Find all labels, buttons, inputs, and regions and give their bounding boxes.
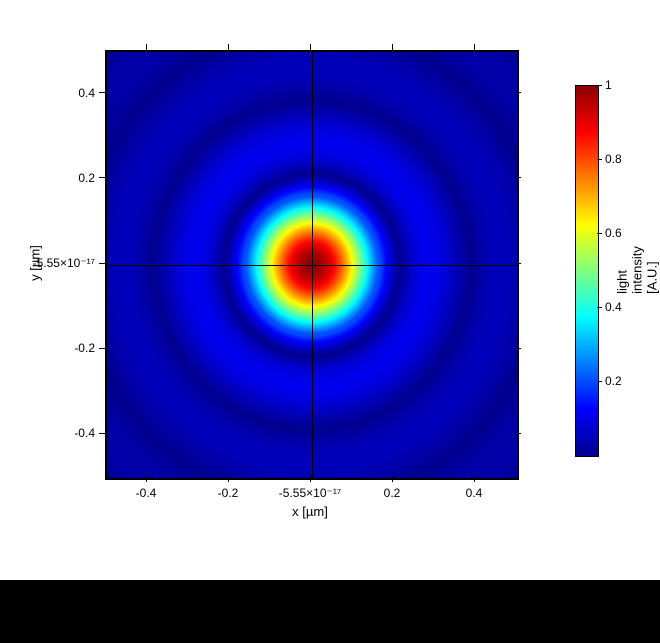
figure-root: { "figure": { "width_px": 660, "height_p… [0,0,660,643]
colorbar-tick [597,233,602,234]
x-tick-label: -5.55×10⁻¹⁷ [279,486,341,500]
colorbar-tick-label: 1 [605,78,612,92]
colorbar-tick-label: 0.4 [605,300,622,314]
y-tick [99,177,105,178]
heatmap-plot-frame [105,50,519,480]
x-tick-label: -0.4 [136,486,157,500]
colorbar-tick [597,381,602,382]
x-tick-top [146,44,147,50]
colorbar-canvas [576,86,598,456]
colorbar-tick-label: 0.2 [605,374,622,388]
colorbar-tick [597,85,602,86]
colorbar-tick [597,307,602,308]
x-tick-top [310,44,311,50]
x-tick-label: 0.2 [384,486,401,500]
colorbar-tick-label: 0.6 [605,226,622,240]
y-tick-right [515,433,521,434]
x-tick [310,476,311,482]
x-tick [228,476,229,482]
y-tick [99,92,105,93]
colorbar-tick [597,159,602,160]
y-tick-right [515,92,521,93]
crosshair-vertical [312,52,313,478]
y-tick-label: 0.4 [78,86,95,100]
x-tick [146,476,147,482]
y-tick-right [515,177,521,178]
x-axis-label: x [µm] [292,504,328,519]
y-tick [99,263,105,264]
y-tick-label: -0.4 [74,426,95,440]
colorbar-frame [575,85,599,457]
x-tick-label: -0.2 [218,486,239,500]
x-tick-label: 0.4 [466,486,483,500]
y-tick-label: -5.55×10⁻¹⁷ [33,256,95,270]
x-tick [474,476,475,482]
y-tick [99,348,105,349]
y-tick-right [515,348,521,349]
colorbar-tick-label: 0.8 [605,152,622,166]
y-tick [99,433,105,434]
colorbar-label: light intensity [A.U.] [615,246,660,294]
x-tick-top [392,44,393,50]
x-tick-top [228,44,229,50]
y-tick-label: -0.2 [74,341,95,355]
x-tick-top [474,44,475,50]
y-tick-right [515,263,521,264]
y-tick-label: 0.2 [78,171,95,185]
x-tick [392,476,393,482]
